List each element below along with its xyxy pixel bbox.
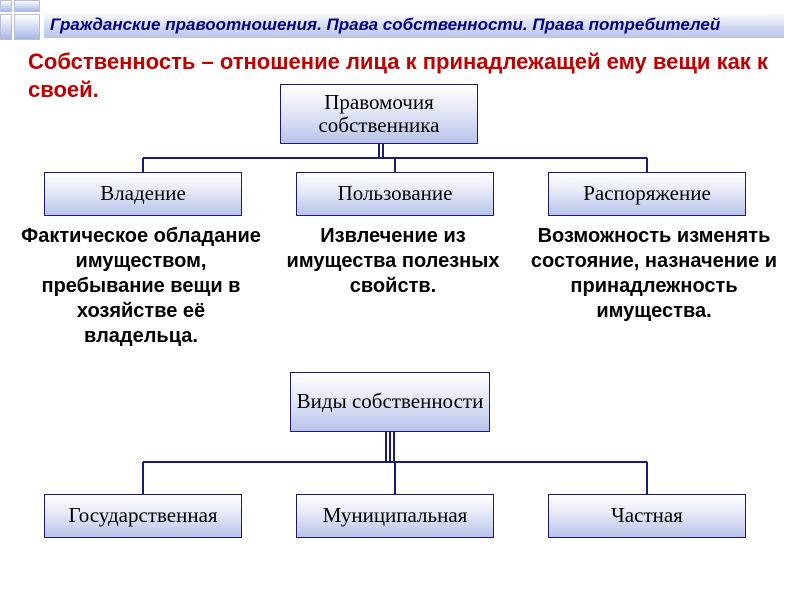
- tree1-child-label: Владение: [100, 182, 186, 205]
- desc-rasporyazhenie: Возможность изменять состояние, назначен…: [530, 224, 778, 324]
- tree1-child-rasporyazhenie: Распоряжение: [548, 172, 746, 216]
- tree1-child-vladenie: Владение: [44, 172, 242, 216]
- tree2-root-label: Виды собственности: [297, 390, 484, 413]
- tree1-child-label: Распоряжение: [583, 182, 711, 205]
- slide-header: Гражданские правоотношения. Права собств…: [44, 12, 784, 38]
- tree1-child-polzovanie: Пользование: [296, 172, 494, 216]
- tree1-root-box: Правомочия собственника: [280, 84, 478, 144]
- tree2-root-box: Виды собственности: [290, 372, 490, 432]
- tree2-child-label: Частная: [611, 504, 683, 527]
- tree1-child-label: Пользование: [338, 182, 453, 205]
- tree2-child-gos: Государственная: [44, 494, 242, 538]
- tree2-child-munic: Муниципальная: [296, 494, 494, 538]
- tree2-child-label: Государственная: [68, 504, 217, 527]
- corner-decoration: [0, 0, 42, 42]
- tree2-child-chast: Частная: [548, 494, 746, 538]
- tree2-child-label: Муниципальная: [323, 504, 468, 527]
- desc-vladenie: Фактическое обладание имуществом, пребыв…: [18, 224, 264, 349]
- tree1-root-label: Правомочия собственника: [281, 91, 477, 137]
- desc-polzovanie: Извлечение из имущества полезных свойств…: [278, 224, 508, 299]
